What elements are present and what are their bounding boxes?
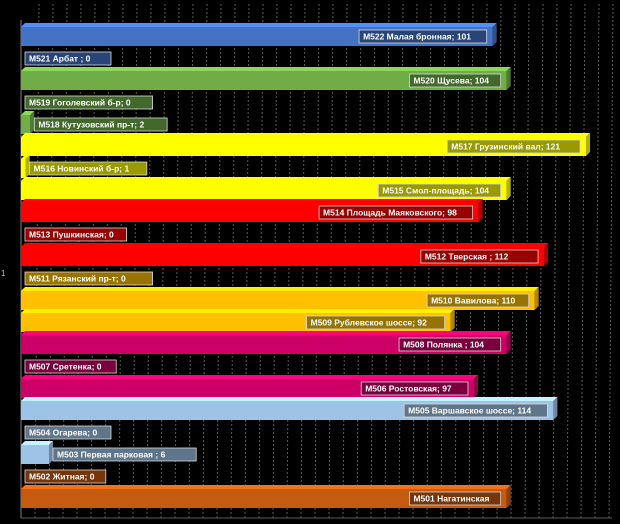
data-label: M509 Рублевское шоссе; 92: [311, 318, 428, 328]
data-label: M511 Рязанский пр-т; 0: [29, 274, 126, 284]
data-label: M503 Первая парковая ; 6: [57, 450, 166, 460]
bar-side: [506, 67, 511, 90]
bar-side: [49, 441, 54, 464]
bar-side: [30, 111, 35, 134]
data-label-box: [24, 51, 112, 66]
bar-top: [21, 23, 497, 27]
bar-top: [21, 397, 558, 401]
data-label-box: [24, 95, 153, 110]
bar-side: [478, 199, 483, 222]
bar: [21, 379, 474, 398]
data-label: M505 Варшавское шоссе; 114: [408, 406, 531, 416]
bar-top: [21, 287, 539, 291]
bar-top: [21, 177, 511, 181]
bar: [21, 445, 50, 464]
grid-line: [552, 3, 558, 519]
data-label: M512 Тверская ; 112: [425, 252, 509, 262]
data-label-box: [409, 73, 502, 88]
bar-top: [21, 133, 591, 137]
bar-side: [506, 177, 511, 200]
data-label-box: [306, 315, 446, 330]
bar-side: [473, 375, 478, 398]
bar-top: [21, 331, 511, 335]
bar-side: [506, 331, 511, 354]
data-label-box: [446, 139, 581, 154]
bar-side: [553, 397, 558, 420]
bar: [21, 291, 535, 310]
data-label-box: [24, 271, 153, 286]
data-label: M514 Площадь Маяковского; 98: [323, 208, 457, 218]
bar-top: [21, 67, 511, 71]
bar-top: [21, 243, 549, 247]
bar-top: [21, 155, 30, 159]
data-label-box: [426, 293, 530, 308]
data-label: M521 Арбат ; 0: [29, 54, 91, 64]
bar: [21, 489, 507, 508]
data-label-box: [420, 249, 539, 264]
data-label-box: [403, 403, 548, 418]
data-label: M520 Щусева; 104: [413, 76, 489, 86]
bar: [21, 71, 507, 90]
grid-line: [594, 3, 600, 519]
data-label: M518 Кутузовский пр-т; 2: [38, 120, 144, 130]
data-labels: M522 Малая бронная; 101 M521 Арбат ; 0 M52…: [24, 29, 581, 506]
data-label-box: [24, 359, 117, 374]
data-label-box: [24, 227, 127, 242]
bar-side: [25, 155, 30, 178]
data-label-box: [360, 381, 469, 396]
bar: [21, 137, 587, 156]
bar-top: [21, 375, 478, 379]
bars: [21, 23, 591, 508]
data-label-box: [24, 469, 107, 484]
data-label: M522 Малая бронная; 101: [363, 32, 471, 42]
bar-side: [492, 23, 497, 46]
bar-top: [21, 199, 483, 203]
data-label-box: [29, 161, 148, 176]
grid-line: [580, 3, 586, 519]
grid-line: [608, 3, 614, 519]
data-label: M502 Житная; 0: [29, 472, 95, 482]
grid-line: [566, 3, 572, 519]
bar-top: [21, 111, 35, 115]
bar: [21, 335, 507, 354]
data-label-box: [358, 29, 488, 44]
data-label: M501 Нагатинская: [413, 494, 489, 504]
data-label: M517 Грузинский вал; 121: [451, 142, 560, 152]
data-label-box: [398, 337, 502, 352]
bar-top: [21, 485, 511, 489]
data-label: M504 Огарева; 0: [29, 428, 97, 438]
data-label-box: [52, 447, 197, 462]
data-label: M515 Смол-площадь; 104: [382, 186, 489, 196]
data-label: M508 Полянка ; 104: [403, 340, 484, 350]
data-label-box: [33, 117, 168, 132]
bar: [21, 159, 26, 178]
bar-side: [534, 287, 539, 310]
bar: [21, 115, 31, 134]
data-label-box: [377, 183, 502, 198]
bar-side: [506, 485, 511, 508]
data-label-box: [24, 425, 112, 440]
data-label: M506 Ростовская; 97: [365, 384, 452, 394]
data-label-box: [409, 491, 502, 506]
bar-top: [21, 441, 54, 445]
data-label: M507 Сретенка; 0: [29, 362, 102, 372]
bar-side: [586, 133, 591, 156]
y-tick-label: 1: [1, 269, 6, 278]
data-label: M516 Новинский б-р; 1: [34, 164, 130, 174]
bar: [21, 247, 545, 266]
data-label: M510 Вавилова; 110: [431, 296, 515, 306]
bar-top: [21, 309, 455, 313]
data-label: M519 Гоголевский б-р; 0: [29, 98, 131, 108]
data-label: M513 Пушкинская; 0: [29, 230, 114, 240]
data-label-box: [318, 205, 474, 220]
bar-side: [450, 309, 455, 332]
bar-side: [544, 243, 549, 266]
